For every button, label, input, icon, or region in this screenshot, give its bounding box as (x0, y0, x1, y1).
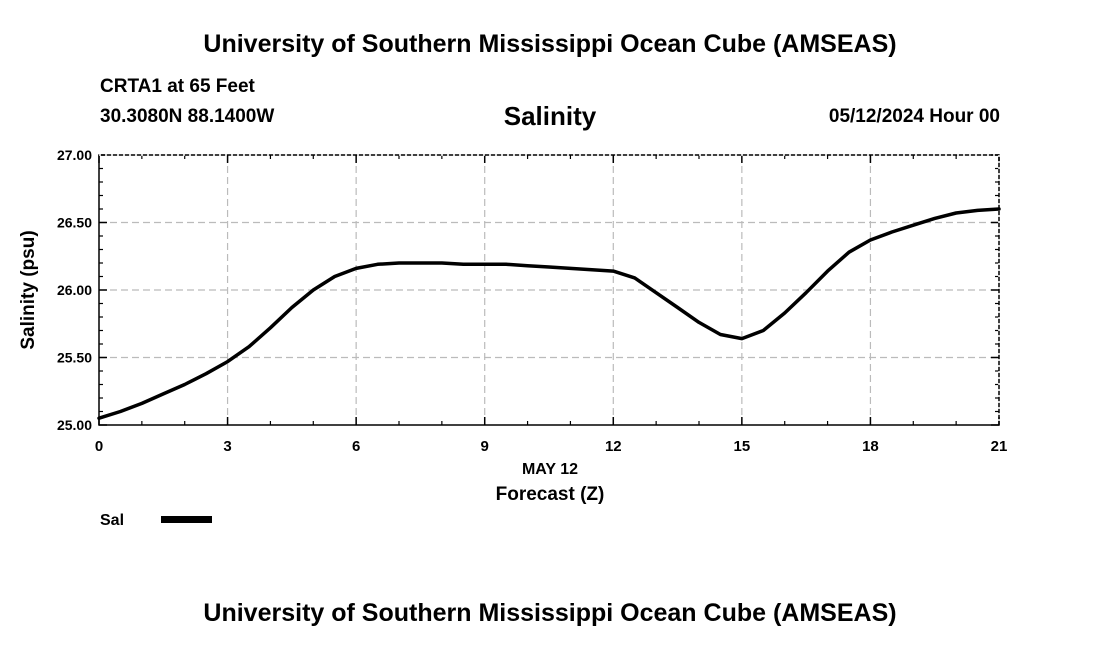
legend-label: Sal (100, 512, 124, 529)
x-tick-label: 12 (605, 438, 622, 455)
grid-lines (99, 155, 999, 425)
y-tick-label: 26.50 (57, 215, 92, 231)
y-axis-title: Salinity (psu) (18, 230, 39, 349)
y-tick-label: 27.00 (57, 147, 92, 163)
page-title: University of Southern Mississippi Ocean… (203, 30, 897, 58)
y-tick-label: 26.00 (57, 282, 92, 298)
frame-dotted-border (99, 154, 1000, 425)
x-tick-label: 6 (352, 438, 360, 455)
x-axis-date-label: MAY 12 (522, 461, 578, 478)
x-tick-label: 21 (991, 438, 1008, 455)
forecast-datetime: 05/12/2024 Hour 00 (828, 106, 1000, 127)
x-tick-labels: 0 3 6 9 12 15 18 21 (95, 438, 1008, 455)
y-tick-label: 25.00 (57, 417, 92, 433)
coordinates-label: 30.3080N 88.1400W (100, 106, 275, 127)
x-tick-label: 0 (95, 438, 103, 455)
x-tick-label: 3 (223, 438, 231, 455)
legend-swatch (161, 516, 212, 523)
chart-title: Salinity (503, 101, 597, 131)
y-tick-label: 25.50 (57, 350, 92, 366)
x-tick-label: 15 (734, 438, 751, 455)
y-tick-labels: 25.00 25.50 26.00 26.50 27.00 (57, 147, 92, 433)
salinity-series-line (97, 207, 1001, 420)
x-tick-label: 18 (862, 438, 879, 455)
x-axis-title: Forecast (Z) (496, 484, 605, 505)
footer-title: University of Southern Mississippi Ocean… (203, 599, 897, 627)
station-label: CRTA1 at 65 Feet (100, 76, 255, 97)
x-tick-label: 9 (481, 438, 489, 455)
